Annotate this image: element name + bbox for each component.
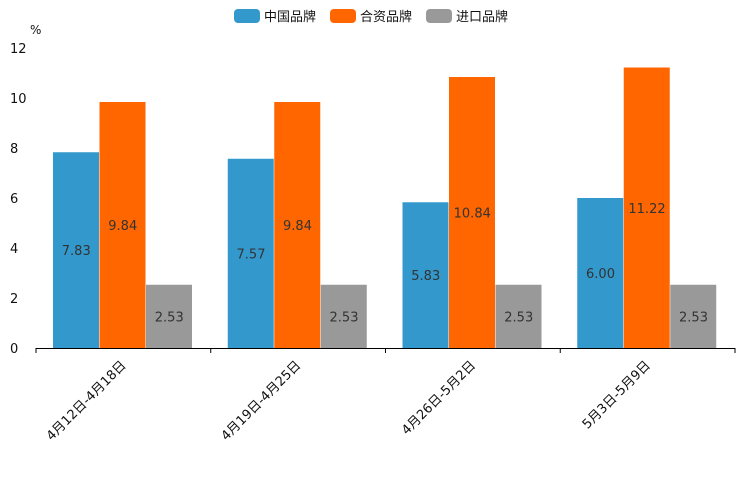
- legend-item-1[interactable]: 中国品牌: [234, 9, 316, 25]
- bar-value-label: 9.84: [108, 219, 137, 234]
- bar-value-label: 11.22: [628, 202, 665, 217]
- bar-value-label: 2.53: [504, 310, 533, 325]
- bar: [274, 102, 321, 348]
- bar: [449, 77, 495, 348]
- legend-label: 进口品牌: [456, 9, 508, 25]
- x-tick-label: 4月12日-4月18日: [44, 358, 130, 444]
- bar-value-label: 2.53: [679, 310, 708, 325]
- bar-value-label: 7.83: [62, 244, 91, 259]
- bar: [320, 284, 367, 348]
- legend-swatch: [426, 9, 452, 23]
- y-tick-label: 12: [10, 42, 27, 57]
- bar-value-label: 6.00: [586, 267, 615, 282]
- bar: [402, 202, 449, 348]
- x-tick-label: 4月26日-5月2日: [399, 358, 479, 438]
- bar: [99, 102, 146, 348]
- bar-value-label: 2.53: [330, 310, 359, 325]
- legend-label: 中国品牌: [264, 9, 316, 25]
- y-tick-label: 2: [10, 292, 18, 307]
- bar-value-label: 2.53: [155, 310, 184, 325]
- legend: 中国品牌 合资品牌 进口品牌: [234, 9, 508, 25]
- bar: [670, 284, 717, 348]
- bar: [623, 67, 670, 348]
- bar: [495, 284, 542, 348]
- bar: [53, 152, 99, 348]
- bar-value-label: 5.83: [411, 269, 440, 284]
- x-tick-label: 5月3日-5月9日: [580, 358, 654, 432]
- legend-item-2[interactable]: 合资品牌: [330, 9, 412, 25]
- x-axis: 4月12日-4月18日 4月19日-4月25日 4月26日-5月2日 5月3日-5月9…: [35, 348, 736, 444]
- bar: [577, 198, 624, 348]
- x-tick-label: 4月19日-4月25日: [219, 358, 305, 444]
- bar-value-label: 9.84: [283, 219, 312, 234]
- legend-swatch: [234, 9, 260, 23]
- legend-label: 合资品牌: [360, 9, 412, 25]
- legend-item-3[interactable]: 进口品牌: [426, 9, 508, 25]
- bar-value-label: 7.57: [237, 247, 266, 262]
- y-tick-label: 0: [10, 342, 18, 357]
- bars: 7.83 9.84 2.53 7.57 9.84 2.53 5.83 10.84 2.53 6.0…: [53, 67, 717, 348]
- bar: [146, 284, 192, 348]
- y-tick-label: 4: [10, 242, 18, 257]
- y-tick-label: 6: [10, 192, 18, 207]
- y-axis: 0 2 4 6 8 10 12: [10, 42, 27, 357]
- legend-swatch: [330, 9, 356, 23]
- y-tick-label: 10: [10, 92, 27, 107]
- y-tick-label: 8: [10, 142, 18, 157]
- bar-value-label: 10.84: [454, 207, 491, 222]
- y-axis-unit-label: %: [30, 23, 41, 37]
- bar: [227, 158, 274, 348]
